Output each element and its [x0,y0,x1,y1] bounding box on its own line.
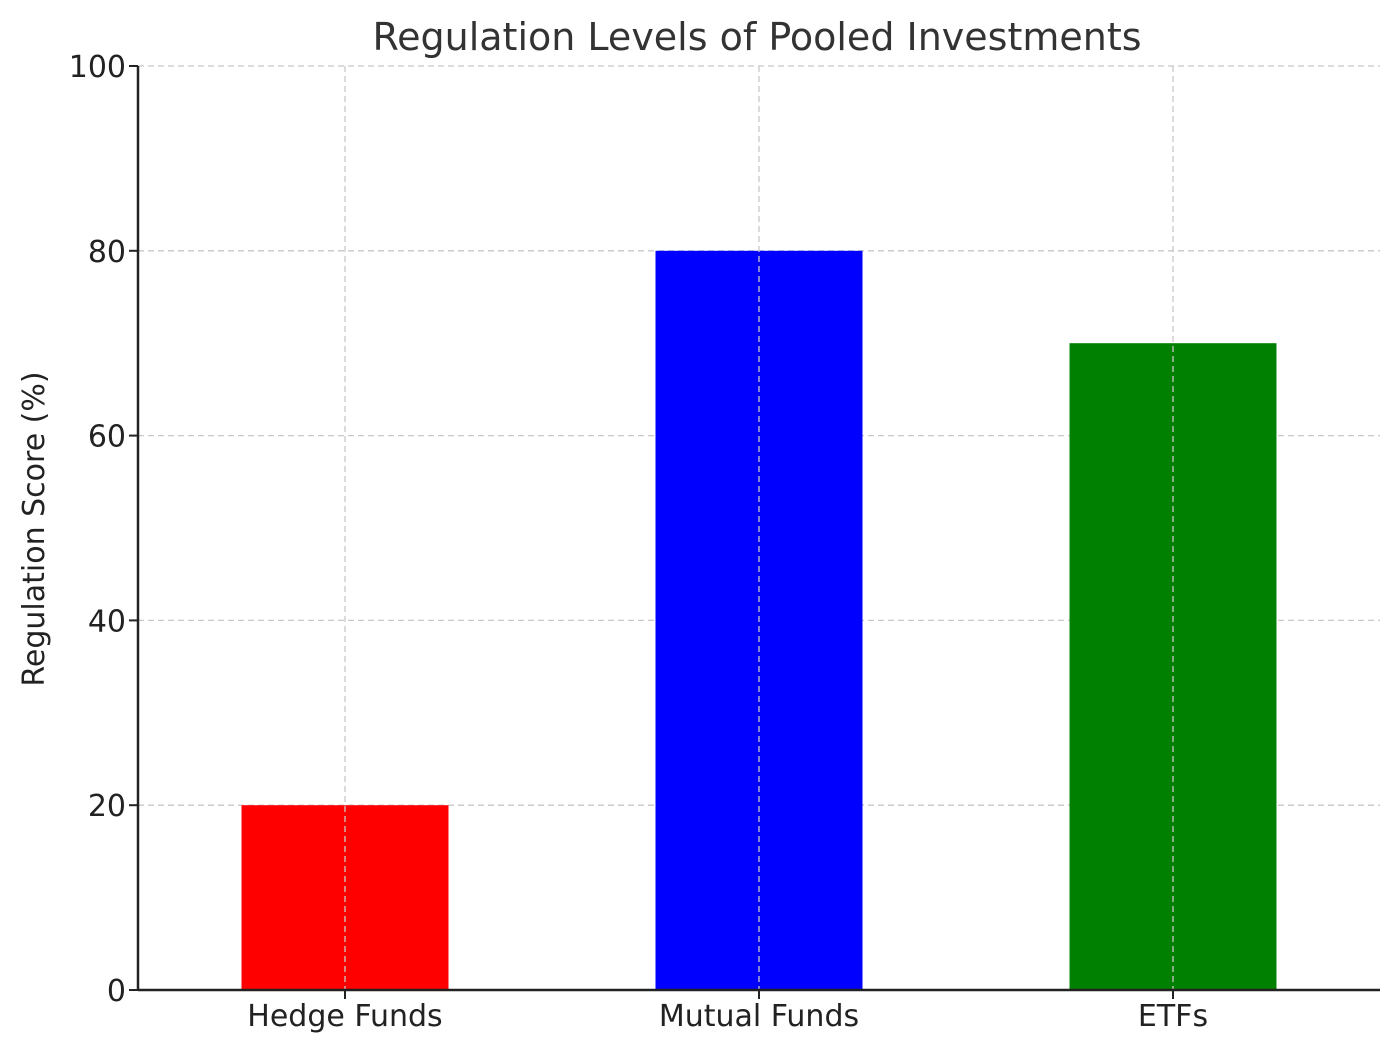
y-ticks: 0 20 40 60 80 100 [69,50,138,1009]
x-tick-label-mutual-funds: Mutual Funds [659,999,859,1034]
x-tick-label-hedge-funds: Hedge Funds [247,999,442,1034]
y-axis-label: Regulation Score (%) [17,371,52,686]
y-tick-label-80: 80 [88,235,126,270]
y-tick-label-20: 20 [88,789,126,824]
y-tick-label-60: 60 [88,420,126,455]
vertical-grid [344,66,1174,990]
y-tick-label-100: 100 [69,50,126,85]
x-tick-label-etfs: ETFs [1138,999,1208,1034]
y-tick-label-40: 40 [88,604,126,639]
x-ticks: Hedge Funds Mutual Funds ETFs [247,990,1208,1034]
chart-title: Regulation Levels of Pooled Investments [372,15,1141,59]
y-tick-label-0: 0 [107,974,126,1009]
